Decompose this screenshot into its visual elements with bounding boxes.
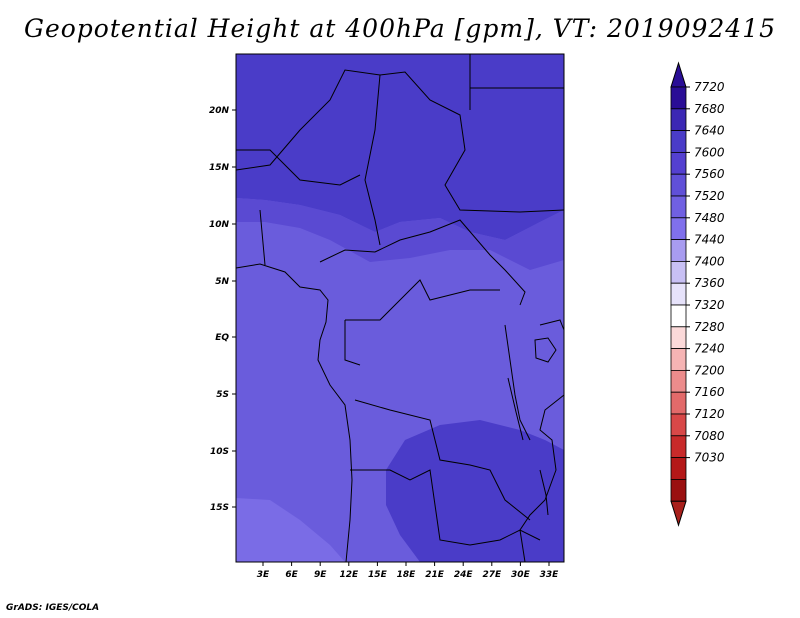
lat-label: 10S [210, 447, 229, 457]
colorbar-segment [670, 435, 687, 458]
colorbar-segment [670, 239, 687, 262]
colorbar-label: 7030 [694, 451, 725, 465]
lat-label: EQ [215, 333, 229, 343]
lat-label: 10N [209, 220, 230, 230]
lake-tanganyika [507, 377, 524, 441]
colorbar-segment [670, 282, 687, 306]
field-7600-south [386, 420, 564, 562]
colorbar-segment [670, 108, 687, 132]
colorbar-segment [670, 457, 687, 480]
colorbar-segment [670, 304, 687, 328]
lat-label: 15S [210, 503, 229, 513]
colorbar-label: 7200 [694, 363, 725, 377]
border-chad [364, 74, 381, 246]
colorbar-top-arrow [670, 61, 687, 88]
colorbar-segment [670, 326, 687, 349]
field-7520-southwest [236, 498, 345, 562]
lon-label: 12E [339, 570, 359, 580]
colorbar-label: 7560 [694, 167, 725, 181]
colorbar-label: 7400 [694, 254, 725, 268]
map-frame [235, 53, 565, 563]
lon-label: 18E [397, 570, 417, 580]
credit-text: GrADS: IGES/COLA [6, 603, 100, 613]
colorbar-label: 7080 [694, 429, 725, 443]
border-north [236, 69, 564, 213]
colorbar-label: 7360 [694, 276, 725, 290]
colorbar-bottom-arrow [670, 500, 687, 527]
lon-label: 9E [314, 570, 327, 580]
colorbar: 7720 7680 7640 7600 7560 7520 7480 7440 7400 7360… [670, 61, 725, 527]
chart-title: Geopotential Height at 400hPa [gpm], VT:… [23, 14, 777, 43]
field-7580-band [236, 198, 564, 270]
border-congo [344, 279, 500, 366]
colorbar-segment [670, 260, 687, 284]
colorbar-segment [670, 391, 687, 415]
lon-label: 15E [368, 570, 388, 580]
colorbar-segment [670, 151, 687, 175]
longitude-axis: 3E 6E 9E 12E 15E 18E 21E 24E 27E 30E 33E [257, 562, 559, 580]
colorbar-label: 7320 [694, 298, 725, 312]
border-horn [469, 54, 564, 110]
colorbar-label: 7160 [694, 385, 725, 399]
height-field [236, 54, 564, 562]
colorbar-segment [670, 348, 687, 371]
latitude-axis: 20N 15N 10N 5N EQ 5S 10S 15S [209, 106, 236, 513]
lon-label: 24E [454, 570, 474, 580]
colorbar-label: 7280 [694, 320, 725, 334]
colorbar-label: 7520 [694, 189, 725, 203]
lon-label: 33E [540, 570, 560, 580]
boundaries [236, 54, 564, 562]
colorbar-segment [670, 413, 687, 437]
lake-malawi [539, 469, 549, 516]
lat-label: 5N [215, 277, 229, 287]
colorbar-label: 7680 [694, 102, 725, 116]
border-east [504, 319, 564, 441]
colorbar-label: 7120 [694, 407, 725, 421]
colorbar-segment [670, 130, 687, 153]
lake-victoria [534, 337, 557, 363]
colorbar-segment [670, 478, 687, 502]
colorbar-label: 7720 [694, 80, 725, 94]
field-7600-north [236, 54, 564, 240]
colorbar-label: 7640 [694, 124, 725, 138]
colorbar-segment [670, 86, 687, 110]
lon-label: 27E [482, 570, 502, 580]
lat-label: 15N [209, 163, 230, 173]
border-car [319, 219, 526, 306]
colorbar-label: 7440 [694, 233, 725, 247]
colorbar-segment [670, 217, 687, 241]
lon-label: 21E [425, 570, 445, 580]
border-west [236, 149, 361, 266]
colorbar-label: 7600 [694, 145, 725, 159]
coastline [236, 263, 353, 562]
colorbar-segment [670, 195, 687, 219]
lat-label: 20N [209, 106, 230, 116]
colorbar-label: 7480 [694, 211, 725, 225]
lon-label: 30E [511, 570, 531, 580]
colorbar-label: 7240 [694, 342, 725, 356]
lon-label: 6E [285, 570, 298, 580]
east-coast [519, 394, 564, 562]
lat-label: 5S [216, 390, 229, 400]
border-south [350, 469, 541, 546]
border-drc [354, 399, 531, 521]
colorbar-segment [670, 369, 687, 393]
colorbar-segment [670, 173, 687, 197]
lon-label: 3E [257, 570, 270, 580]
